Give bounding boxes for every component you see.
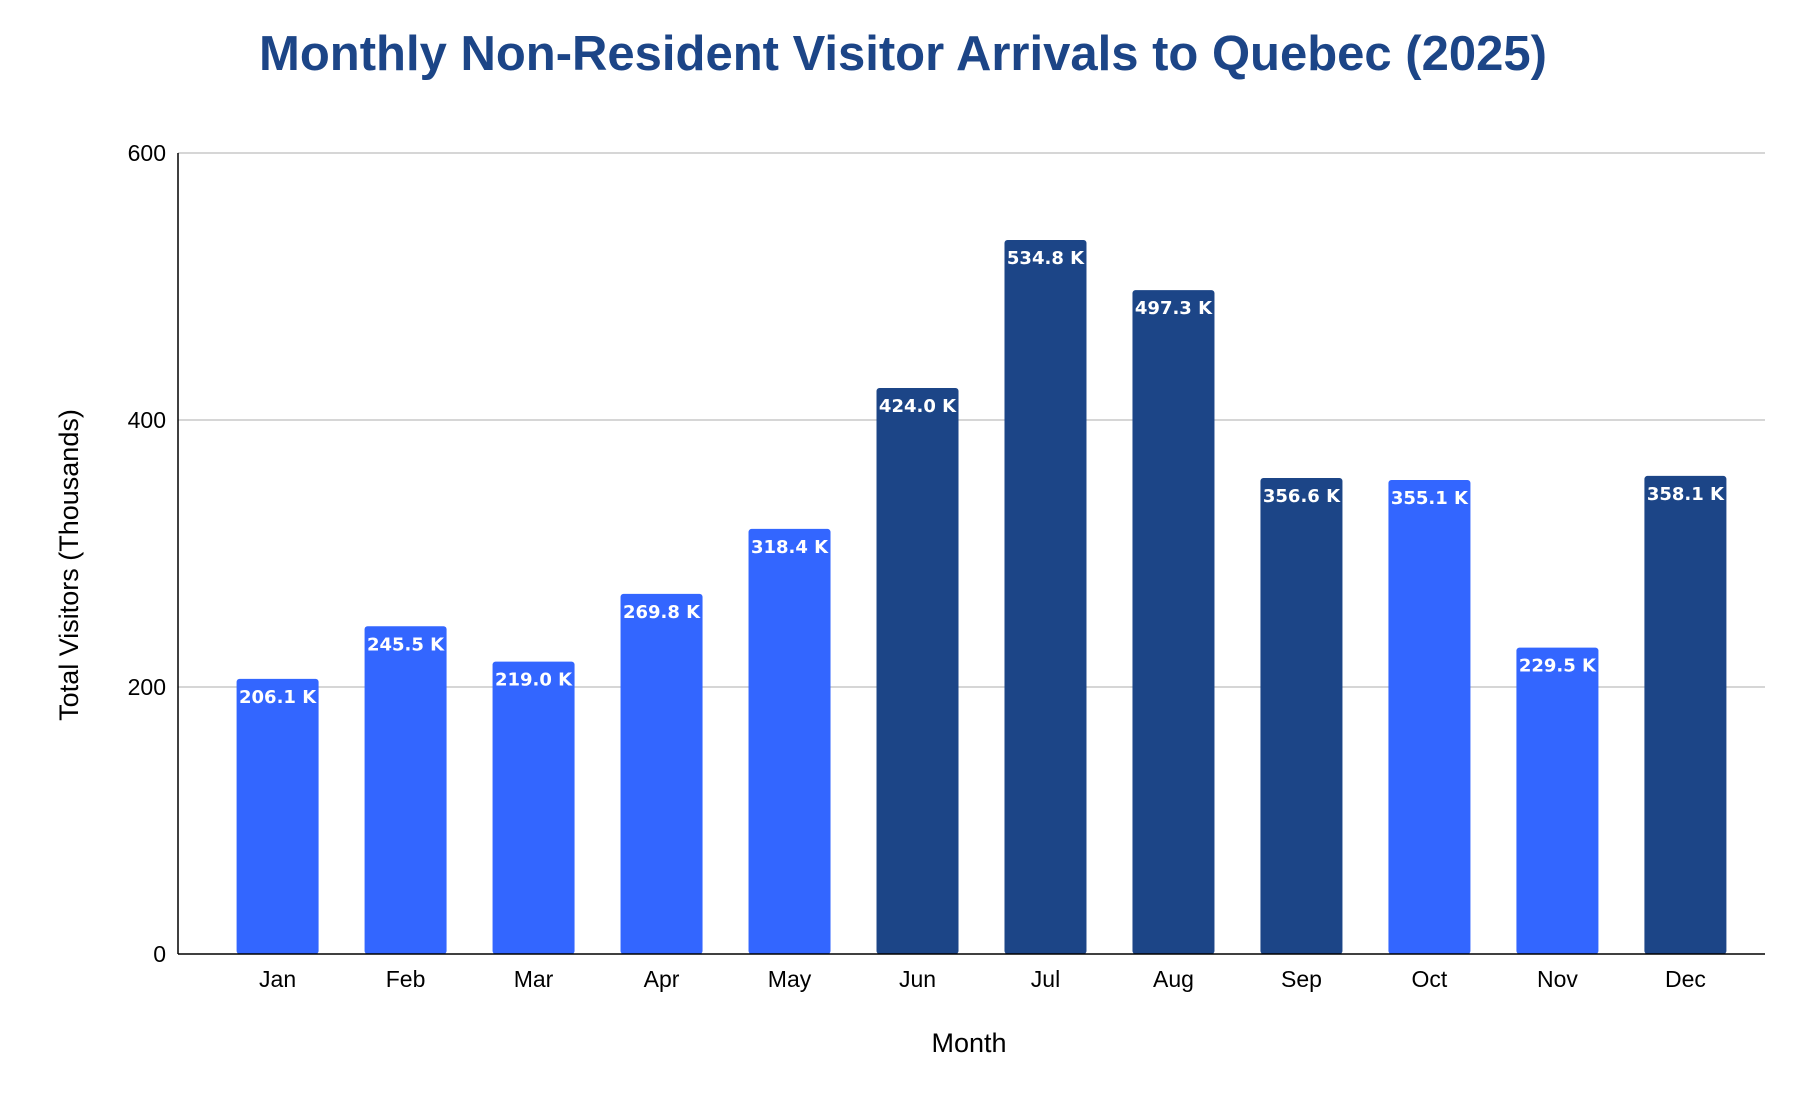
x-axis-ticks: Jan Feb Mar Apr May Jun Jul Aug Sep Oct Nov Dec [259,966,1706,992]
bar-label-dec: 358.1 K [1647,484,1725,505]
bar-apr [620,593,703,954]
bar-label-may: 318.4 K [751,537,829,558]
bar-label-apr: 269.8 K [623,602,701,623]
bar-label-sep: 356.6 K [1263,486,1341,507]
x-tick-label-sep: Sep [1281,966,1322,992]
bar-label-oct: 355.1 K [1391,488,1469,509]
y-tick-label: 0 [153,941,166,967]
x-tick-label-aug: Aug [1153,966,1194,992]
bars [236,240,1727,955]
bar-mar [492,661,575,954]
x-axis-label: Month [931,1028,1006,1058]
bar-label-mar: 219.0 K [495,670,573,691]
bar-jul [1004,240,1087,955]
x-tick-label-oct: Oct [1412,966,1448,992]
x-tick-label-apr: Apr [644,966,680,992]
bar-label-jul: 534.8 K [1007,248,1085,269]
y-axis-ticks: 0 200 400 600 [128,140,166,967]
y-tick-label: 600 [128,140,166,166]
x-tick-label-jul: Jul [1031,966,1060,992]
y-tick-label: 200 [128,674,166,700]
y-axis-label: Total Visitors (Thousands) [54,409,84,721]
bar-jun [876,387,959,955]
x-tick-label-mar: Mar [514,966,554,992]
gridlines [178,152,1765,688]
bar-data-labels: 206.1 K 245.5 K 219.0 K 269.8 K 318.4 K 424.0… [239,248,1725,708]
x-tick-label-jan: Jan [259,966,296,992]
x-tick-label-nov: Nov [1537,966,1578,992]
bar-label-jun: 424.0 K [879,396,957,417]
x-tick-label-feb: Feb [386,966,426,992]
x-tick-label-jun: Jun [899,966,936,992]
bar-label-aug: 497.3 K [1135,298,1213,319]
bar-sep [1260,477,1343,954]
bar-oct [1388,479,1471,954]
bar-label-feb: 245.5 K [367,634,445,655]
bar-jan [236,678,319,954]
y-tick-label: 400 [128,407,166,433]
bar-aug [1132,290,1215,954]
bar-label-jan: 206.1 K [239,687,317,708]
bar-label-nov: 229.5 K [1519,656,1597,677]
bar-dec [1644,475,1727,954]
bar-may [748,528,831,954]
bar-feb [364,626,447,954]
chart-title: Monthly Non-Resident Visitor Arrivals to… [259,27,1547,81]
bar-nov [1516,647,1599,954]
x-tick-label-dec: Dec [1665,966,1706,992]
x-tick-label-may: May [768,966,812,992]
